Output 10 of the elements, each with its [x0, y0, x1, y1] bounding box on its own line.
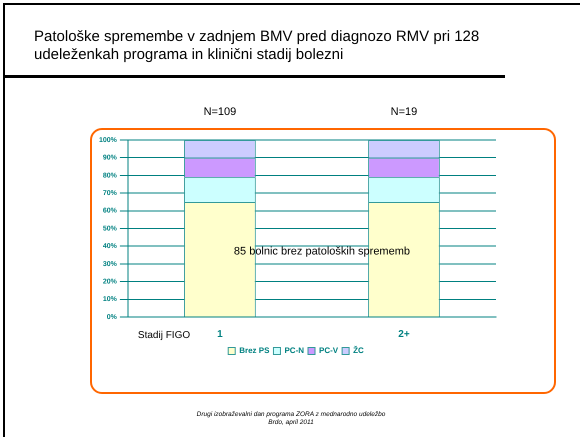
- chart-title: Patološke spremembe v zadnjem BMV pred diagnozo RMV pri 128 udeleženkah programa in klinični stadij bolezni: [34, 28, 480, 64]
- legend-label: PC-N: [284, 346, 304, 356]
- legend-label: ŽC: [353, 345, 364, 356]
- text: N=109: [204, 106, 236, 118]
- legend-label: PC-V: [319, 346, 339, 356]
- text: N=19: [390, 106, 418, 118]
- x-tick-label: 2+: [398, 328, 410, 340]
- x-axis-title: Stadij FIGO: [138, 330, 190, 341]
- x-tick-label: 1: [217, 328, 224, 340]
- legend-label: Brez PS: [239, 346, 270, 356]
